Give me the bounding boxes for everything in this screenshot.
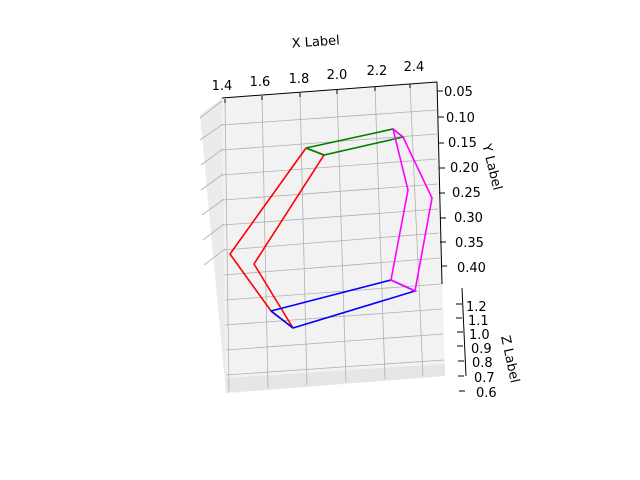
x-ticks — [224, 84, 411, 103]
x-tick-label: 1.8 — [289, 72, 310, 87]
x-tick-label: 2.4 — [404, 60, 425, 75]
y-tick-label: 0.10 — [446, 111, 475, 126]
grid-lines — [199, 83, 445, 392]
axis-lines — [221, 81, 467, 377]
x-axis-title: X Label — [291, 33, 340, 51]
x-axis-line — [221, 81, 438, 99]
z-tick-labels: 1.2 1.1 1.0 0.9 0.8 0.7 0.6 — [466, 300, 497, 401]
series-magenta — [390, 128, 433, 293]
y-tick-label: 0.40 — [457, 261, 486, 276]
y-axis-title: Y Label — [478, 141, 504, 191]
y-axis-line — [436, 81, 443, 285]
y-tick-label: 0.25 — [452, 186, 481, 201]
z-tick-label: 0.6 — [476, 386, 497, 401]
x-tick-labels: 1.4 1.6 1.8 2.0 2.2 2.4 — [212, 60, 425, 94]
pane-top — [222, 82, 445, 393]
z-axis-line — [461, 287, 467, 377]
x-tick-label: 1.4 — [212, 79, 233, 94]
y-tick-labels: 0.05 0.10 0.15 0.20 0.25 0.30 0.35 0.40 — [444, 85, 486, 276]
x-tick-label: 1.6 — [250, 75, 271, 90]
x-tick-label: 2.0 — [327, 68, 348, 83]
y-tick-label: 0.15 — [448, 136, 477, 151]
y-tick-label: 0.30 — [454, 211, 483, 226]
z-tick-label: 0.9 — [471, 342, 492, 357]
z-axis-title: Z Label — [497, 334, 522, 384]
y-tick-label: 0.35 — [455, 236, 484, 251]
y-tick-label: 0.20 — [450, 161, 479, 176]
series-group — [229, 128, 433, 329]
z-tick-label: 0.8 — [472, 356, 493, 371]
x-tick-label: 2.2 — [367, 64, 388, 79]
z-tick-label: 1.1 — [468, 314, 489, 329]
y-tick-label: 0.05 — [444, 85, 473, 100]
pane-left — [200, 98, 226, 393]
pane-bottom — [226, 364, 445, 393]
z-ticks — [456, 303, 465, 392]
z-tick-label: 1.2 — [466, 300, 487, 315]
y-ticks — [437, 90, 447, 267]
z-tick-label: 0.7 — [474, 371, 495, 386]
z-tick-label: 1.0 — [469, 328, 490, 343]
